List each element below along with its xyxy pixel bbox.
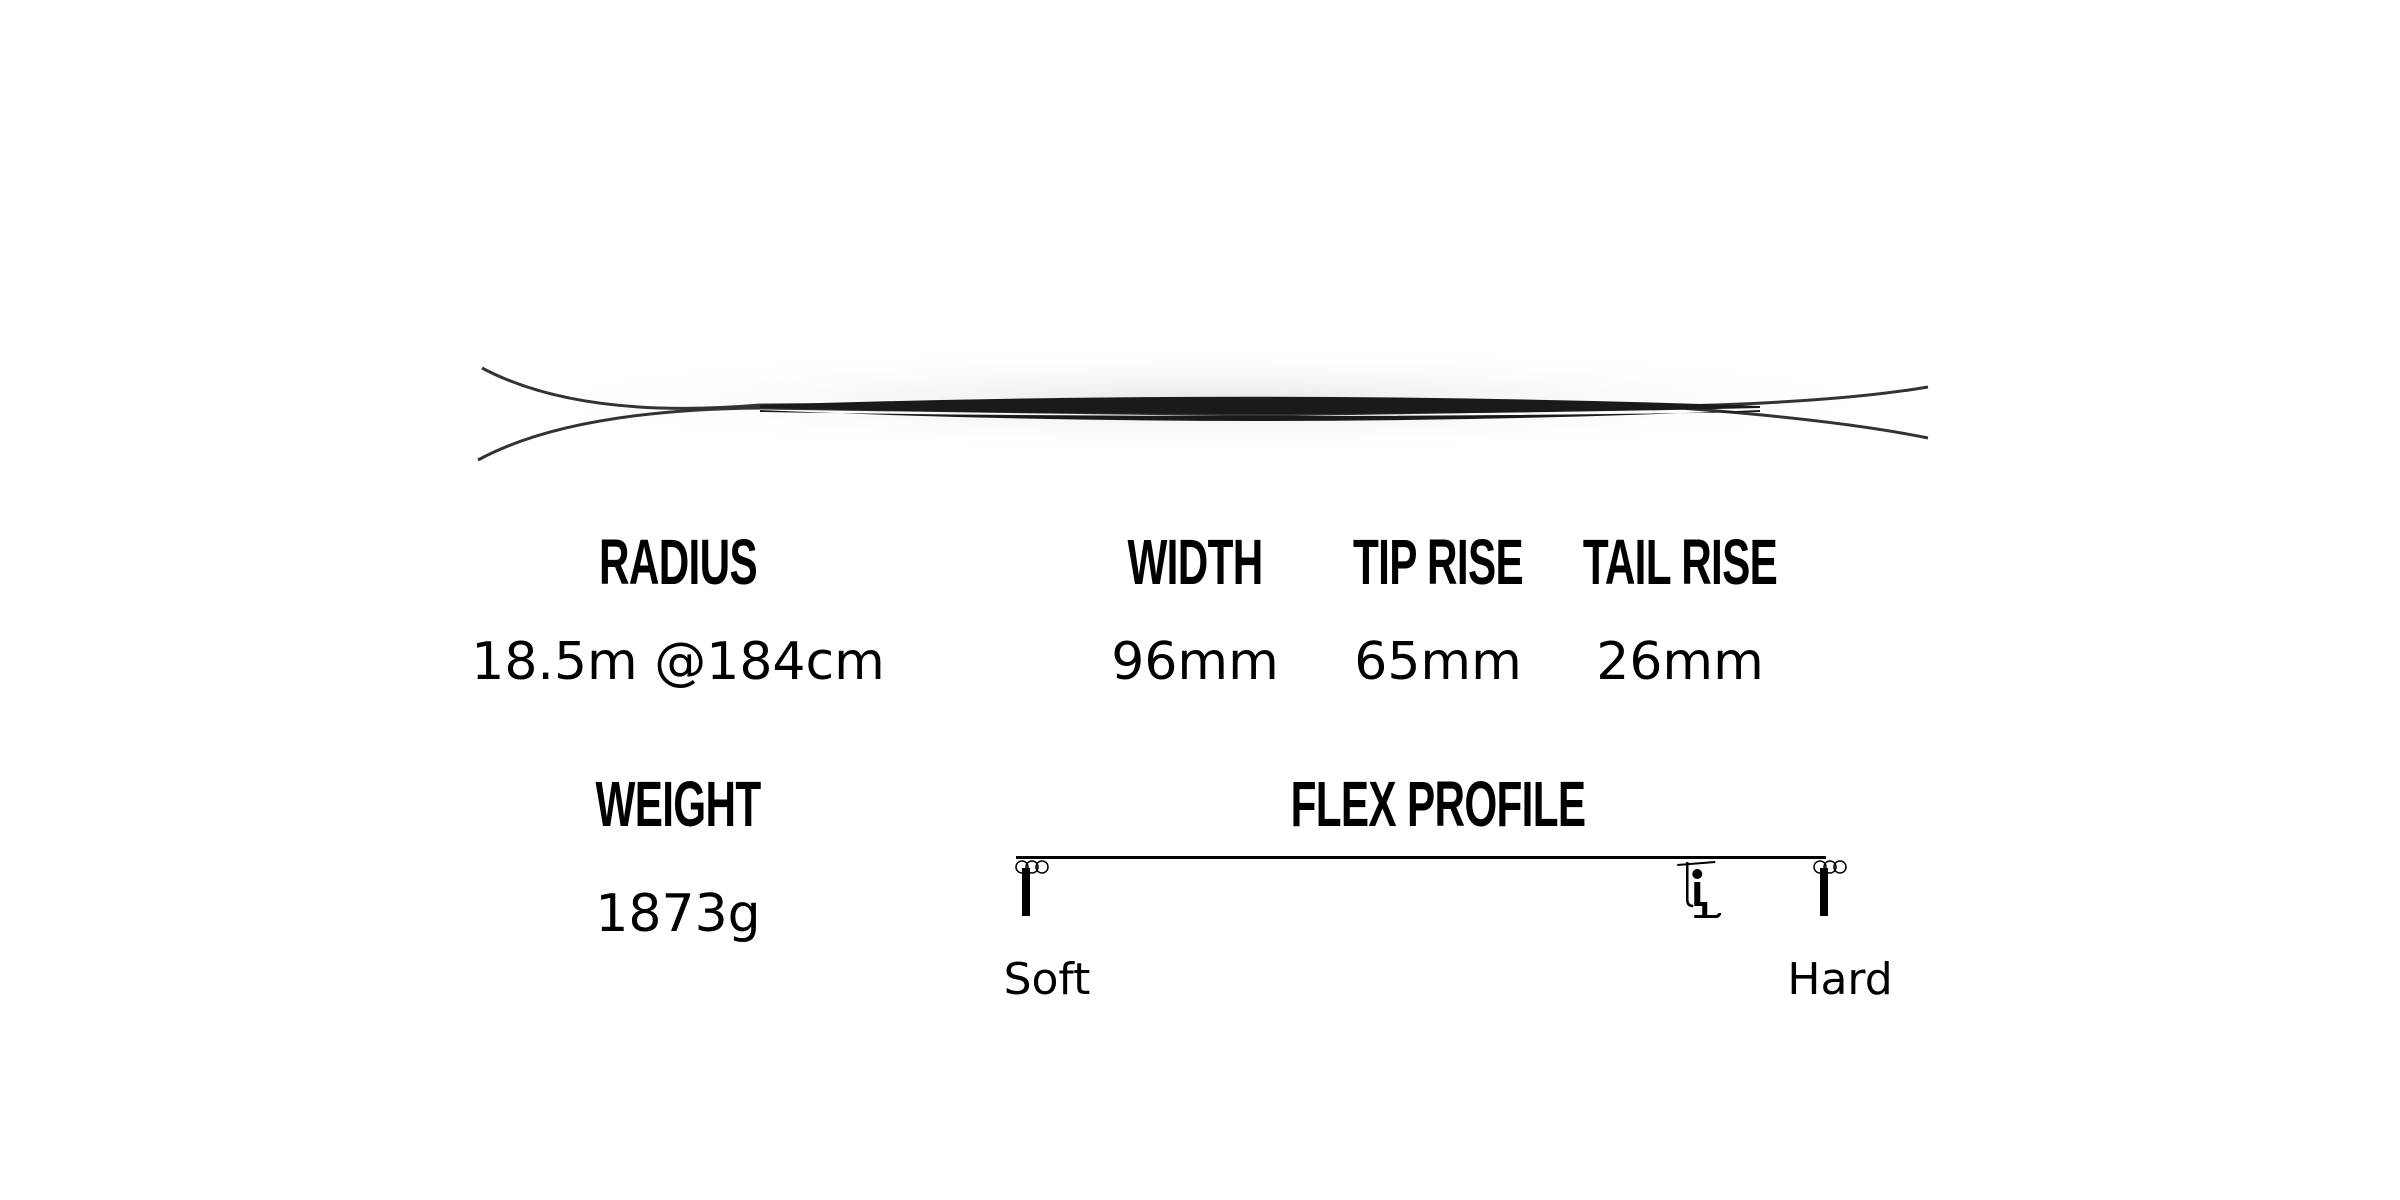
width-value: 96mm (1111, 632, 1279, 692)
flex-profile-label: FLEX PROFILE (1290, 768, 1586, 840)
chairlift-icon (1677, 861, 1722, 918)
weight-label: WEIGHT (595, 768, 762, 840)
flex-profile-scale (1015, 856, 1847, 918)
tip-rise-label: TIP RISE (1353, 526, 1524, 598)
flex-soft-label: Soft (1003, 954, 1091, 1005)
tail-rise-value: 26mm (1596, 632, 1764, 692)
ski-side-profile-image (477, 335, 1930, 462)
lift-tower-icon-right (1813, 860, 1847, 916)
weight-value: 1873g (595, 884, 761, 944)
lift-tower-icon-left (1015, 860, 1049, 916)
flex-hard-label: Hard (1787, 954, 1893, 1005)
radius-label: RADIUS (599, 526, 758, 598)
radius-value: 18.5m @184cm (471, 632, 885, 692)
width-label: WIDTH (1127, 526, 1263, 598)
tip-rise-value: 65mm (1354, 632, 1522, 692)
tail-rise-label: TAIL RISE (1582, 526, 1778, 598)
